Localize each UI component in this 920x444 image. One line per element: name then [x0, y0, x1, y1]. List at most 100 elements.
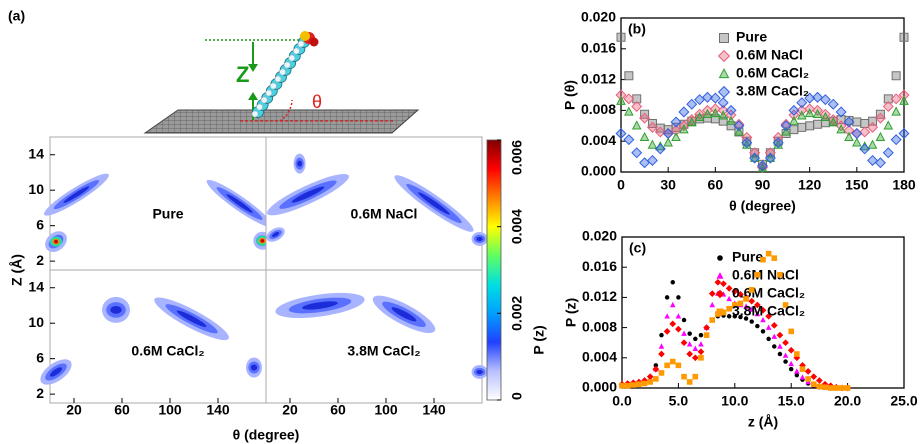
- data-point: [851, 127, 863, 140]
- data-point: [780, 120, 792, 132]
- data-point: [670, 124, 682, 136]
- panel-name: 0.6M NaCl: [351, 206, 418, 222]
- density-blob: [272, 231, 280, 238]
- data-point: [623, 134, 635, 146]
- data-point: [805, 376, 811, 382]
- x-axis-title: z (Å): [748, 414, 778, 430]
- data-point: [867, 154, 879, 166]
- data-point: [726, 115, 736, 125]
- data-point: [743, 303, 749, 309]
- data-point: [756, 161, 769, 173]
- density-blob: [291, 186, 325, 203]
- data-point: [868, 116, 878, 126]
- data-point: [701, 91, 713, 103]
- legend-label: 3.8M CaCl₂: [732, 303, 805, 319]
- data-point: [757, 162, 768, 172]
- data-point: [616, 32, 626, 42]
- panel-name: Pure: [152, 206, 183, 222]
- data-point: [615, 127, 627, 140]
- plot-area: [265, 269, 483, 404]
- data-point: [726, 314, 732, 319]
- data-point: [669, 358, 676, 365]
- data-point: [748, 306, 755, 312]
- atom: [288, 54, 296, 62]
- colorbar-title: P (z): [531, 325, 547, 354]
- data-point: [725, 284, 733, 292]
- data-point: [709, 92, 721, 104]
- data-point: [794, 368, 800, 374]
- legend-label: 0.6M NaCl: [732, 267, 799, 283]
- data-point: [771, 333, 778, 339]
- x-tick-label: 0.0: [612, 393, 632, 409]
- colorbar-tick-label: 0.004: [509, 209, 525, 244]
- arrow-head: [248, 64, 258, 72]
- data-point: [891, 71, 901, 81]
- data-point: [692, 345, 699, 351]
- data-point: [619, 382, 625, 389]
- y-tick-label: 6: [36, 349, 44, 365]
- data-point: [640, 109, 650, 119]
- data-point: [664, 295, 670, 300]
- data-point: [709, 317, 716, 323]
- data-point: [874, 157, 886, 169]
- data-point: [765, 324, 772, 330]
- y-tick-label: 0.000: [581, 163, 616, 179]
- data-point: [812, 91, 824, 103]
- y-axis-title: P (θ): [562, 80, 578, 110]
- data-point: [899, 95, 909, 105]
- data-point: [804, 108, 815, 118]
- density-blob: [176, 310, 207, 328]
- data-point: [616, 95, 626, 105]
- data-point: [686, 379, 693, 385]
- y-tick-label: 14: [28, 278, 44, 294]
- data-point: [788, 360, 794, 367]
- density-blob: [476, 369, 483, 375]
- data-point: [686, 350, 694, 358]
- data-point: [788, 328, 794, 335]
- data-point: [782, 352, 789, 358]
- data-point: [654, 143, 666, 155]
- x-tick-label: 60: [330, 402, 346, 418]
- data-point: [703, 332, 710, 338]
- data-point: [765, 250, 772, 257]
- data-point: [741, 137, 753, 149]
- data-point: [686, 117, 697, 127]
- data-point: [718, 116, 728, 126]
- data-point: [788, 366, 794, 372]
- data-point: [664, 313, 670, 319]
- data-point: [709, 301, 716, 308]
- atom: [270, 82, 277, 90]
- atom: [251, 110, 259, 118]
- x-tick-label: 180: [892, 177, 916, 193]
- data-point: [756, 160, 769, 172]
- data-point: [726, 305, 732, 312]
- data-point: [749, 152, 761, 164]
- x-axis-title: θ (degree): [729, 198, 796, 214]
- data-point: [654, 126, 666, 138]
- atom: [300, 31, 310, 41]
- y-axis-title: P (z): [563, 298, 579, 327]
- data-point: [708, 290, 716, 297]
- density-blob: [49, 367, 63, 377]
- data-point: [686, 114, 698, 126]
- data-point: [676, 295, 681, 300]
- data-point: [641, 380, 648, 387]
- data-point: [799, 366, 806, 372]
- data-point: [883, 120, 894, 130]
- data-point: [867, 139, 878, 149]
- data-point: [781, 126, 791, 136]
- y-tick-label: 2: [36, 252, 44, 268]
- data-point: [630, 382, 637, 388]
- x-tick-label: 60: [114, 402, 130, 418]
- data-point: [890, 93, 902, 105]
- panel-label: (c): [629, 240, 646, 256]
- data-point: [632, 94, 642, 104]
- schematic: [143, 31, 420, 134]
- data-point: [760, 316, 766, 323]
- legend-label: 0.6M NaCl: [736, 47, 803, 63]
- data-point: [773, 139, 784, 149]
- data-point: [749, 319, 754, 324]
- data-point: [833, 385, 840, 391]
- data-point: [653, 363, 659, 368]
- y-tick-label: 0.000: [582, 379, 617, 395]
